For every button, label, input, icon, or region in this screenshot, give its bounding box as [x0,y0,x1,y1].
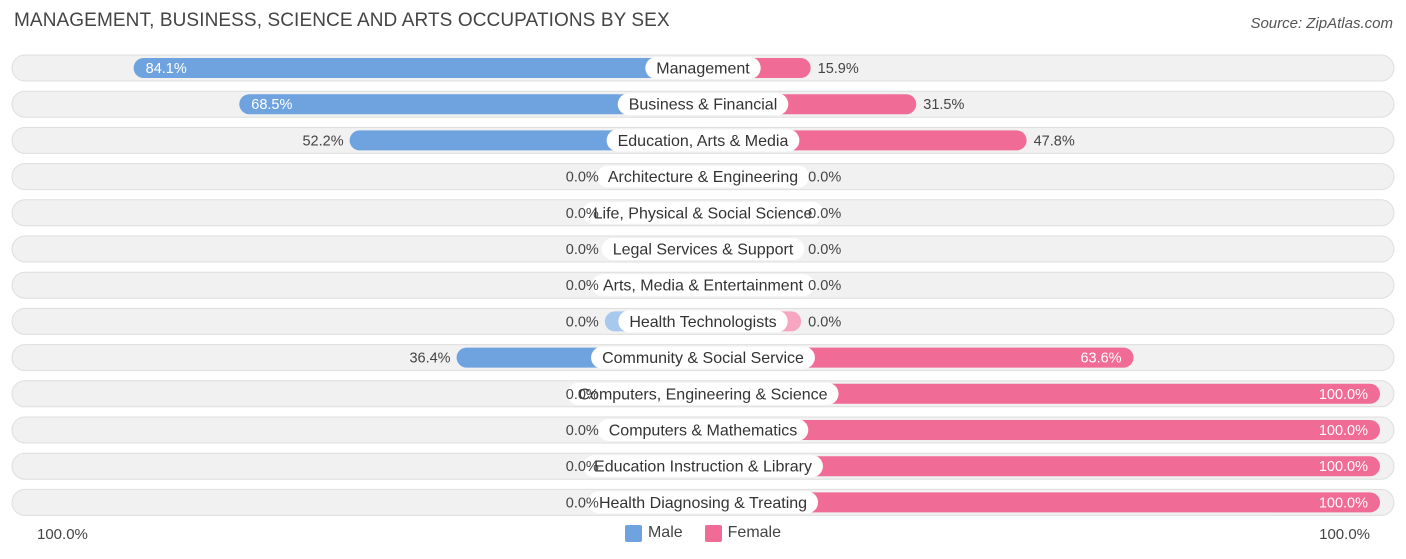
axis-right-label: 100.0% [1319,526,1370,543]
value-label-male: 68.5% [251,97,292,113]
value-label-male: 0.0% [566,423,599,439]
value-label-female: 0.0% [808,206,841,222]
category-pill [567,382,839,405]
bar-female [703,420,1380,440]
category-pill [591,346,815,369]
category-pill [596,165,810,188]
category-pill [606,129,800,152]
value-label-male: 0.0% [566,206,599,222]
value-label-female: 47.8% [1034,133,1075,149]
value-label-female: 100.0% [1319,459,1368,475]
category-label: Education Instruction & Library [594,459,812,476]
value-label-female: 100.0% [1319,387,1368,403]
value-label-female: 100.0% [1319,495,1368,511]
category-pill [645,57,761,79]
bar-female [703,492,1380,513]
chart-source: Source: ZipAtlas.com [1250,15,1393,32]
category-pill [597,419,809,441]
legend: Male Female [0,524,1406,542]
bar-male [239,94,703,115]
value-label-female: 0.0% [808,170,841,186]
value-label-male: 0.0% [566,170,599,186]
category-pill [617,93,789,116]
value-label-female: 31.5% [923,97,964,113]
chart-title: MANAGEMENT, BUSINESS, SCIENCE AND ARTS O… [14,10,670,31]
legend-label-male: Male [647,524,683,541]
bar-female [703,383,1380,404]
legend-item-female: Female [704,524,782,542]
value-label-male: 84.1% [146,61,187,77]
category-label: Education, Arts & Media [618,133,789,150]
category-pill [591,274,815,297]
bar-female [703,456,1380,477]
value-label-male: 0.0% [566,242,599,258]
legend-swatch-male [624,524,642,542]
value-label-female: 100.0% [1319,423,1368,439]
legend-label-female: Female [727,524,782,541]
value-label-male: 36.4% [409,351,450,367]
value-label-female: 63.6% [1080,351,1121,367]
category-label: Computers, Engineering & Science [578,386,827,403]
category-label: Life, Physical & Social Science [594,205,813,222]
category-pill [583,455,823,478]
diverging-bar-chart: Management 84.1% 15.9% Business & Financial… [11,54,1395,516]
category-label: Business & Financial [629,97,778,114]
value-label-female: 15.9% [818,61,859,77]
value-label-male: 52.2% [302,133,343,149]
value-label-female: 0.0% [808,278,841,294]
legend-swatch-female [704,524,722,542]
category-pill [601,238,805,260]
value-label-female: 0.0% [808,242,841,258]
category-label: Community & Social Service [602,350,804,367]
value-label-male: 0.0% [566,278,599,294]
category-label: Arts, Media & Entertainment [603,278,804,295]
axis-left-label: 100.0% [37,526,88,543]
category-label: Computers & Mathematics [609,423,798,440]
category-label: Management [656,61,750,78]
legend-item-male: Male [624,524,683,542]
value-label-male: 0.0% [566,495,599,511]
category-label: Architecture & Engineering [608,169,798,186]
value-label-male: 0.0% [566,314,599,330]
category-pill [587,491,819,514]
value-label-male: 0.0% [566,387,599,403]
bar-male [133,58,703,78]
category-label: Health Diagnosing & Treating [599,495,807,512]
category-label: Health Technologists [629,314,776,331]
category-pill [582,201,824,224]
category-label: Legal Services & Support [613,242,794,259]
category-pill [618,310,788,333]
value-label-female: 0.0% [808,314,841,330]
value-label-male: 0.0% [566,459,599,475]
